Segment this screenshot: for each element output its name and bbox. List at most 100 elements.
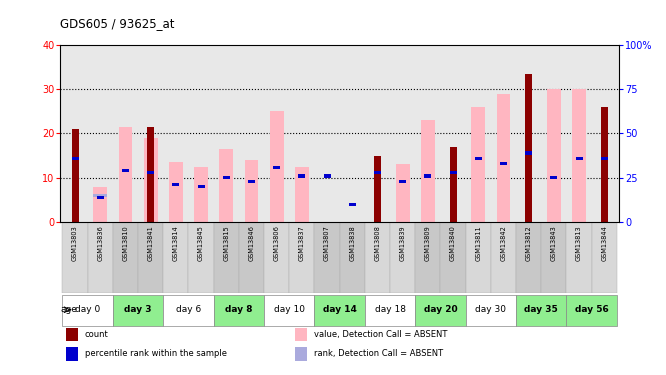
Bar (374, 156, 381, 222)
Bar (65, 347, 78, 361)
Bar (295, 166, 309, 222)
Text: GSM13813: GSM13813 (576, 225, 582, 261)
Bar (289, 222, 314, 293)
Text: GSM13843: GSM13843 (551, 225, 557, 261)
Bar (365, 294, 416, 326)
Text: GSM13815: GSM13815 (223, 225, 229, 261)
Text: GSM13806: GSM13806 (274, 225, 280, 261)
Bar (525, 152, 532, 154)
Text: GSM13811: GSM13811 (476, 225, 482, 261)
Bar (491, 222, 516, 293)
Bar (416, 294, 466, 326)
Bar (416, 222, 440, 293)
Text: GSM13846: GSM13846 (248, 225, 254, 261)
Bar (541, 222, 567, 293)
Bar (93, 194, 107, 197)
Bar (270, 111, 284, 222)
Bar (349, 203, 356, 206)
Bar (188, 222, 214, 293)
Bar (169, 162, 182, 222)
Text: GSM13809: GSM13809 (425, 225, 431, 261)
Bar (500, 162, 507, 165)
Bar (374, 171, 381, 174)
Bar (264, 222, 289, 293)
Bar (450, 171, 457, 174)
Bar (163, 294, 214, 326)
Text: GSM13841: GSM13841 (148, 225, 154, 261)
Bar (222, 176, 230, 179)
Bar (88, 222, 113, 293)
Text: GSM13845: GSM13845 (198, 225, 204, 261)
Bar (365, 222, 390, 293)
Bar (97, 196, 104, 199)
Text: rank, Detection Call = ABSENT: rank, Detection Call = ABSENT (314, 350, 443, 358)
Text: day 8: day 8 (225, 305, 252, 314)
Bar (219, 149, 233, 222)
Bar (198, 185, 204, 188)
Text: GSM13842: GSM13842 (500, 225, 506, 261)
Bar (314, 294, 365, 326)
Bar (567, 294, 617, 326)
Text: day 20: day 20 (424, 305, 458, 314)
Bar (273, 166, 280, 169)
Text: GSM13807: GSM13807 (324, 225, 330, 261)
Bar (516, 222, 541, 293)
Bar (421, 120, 435, 222)
Text: day 10: day 10 (274, 305, 305, 314)
Bar (147, 127, 155, 222)
Bar (591, 222, 617, 293)
Text: day 18: day 18 (374, 305, 406, 314)
Text: day 30: day 30 (476, 305, 506, 314)
Bar (244, 160, 258, 222)
Text: day 3: day 3 (125, 305, 152, 314)
Text: GSM13810: GSM13810 (123, 225, 129, 261)
Bar (264, 294, 314, 326)
Bar (340, 222, 365, 293)
Bar (396, 165, 410, 222)
Bar (550, 176, 557, 179)
Text: GSM13838: GSM13838 (349, 225, 355, 261)
Text: day 56: day 56 (575, 305, 609, 314)
Bar (113, 222, 138, 293)
Text: GSM13803: GSM13803 (72, 225, 78, 261)
Bar (295, 327, 307, 341)
Bar (525, 74, 532, 222)
Bar (466, 222, 491, 293)
Bar (93, 187, 107, 222)
Bar (295, 347, 307, 361)
Bar (390, 222, 416, 293)
Text: age: age (61, 305, 77, 314)
Bar (601, 107, 608, 222)
Bar (575, 157, 583, 160)
Text: day 0: day 0 (75, 305, 101, 314)
Bar (516, 294, 567, 326)
Text: GSM13812: GSM13812 (525, 225, 531, 261)
Bar (71, 129, 79, 222)
Bar (248, 180, 255, 183)
Bar (138, 222, 163, 293)
Bar (399, 180, 406, 183)
Bar (450, 147, 457, 222)
Bar (475, 157, 482, 160)
Text: GSM13836: GSM13836 (97, 225, 103, 261)
Bar (113, 294, 163, 326)
Bar (572, 89, 586, 222)
Bar (214, 294, 264, 326)
Text: day 35: day 35 (524, 305, 558, 314)
Bar (71, 157, 79, 160)
Bar (314, 222, 340, 293)
Bar (122, 169, 129, 172)
Text: percentile rank within the sample: percentile rank within the sample (85, 350, 226, 358)
Bar (163, 222, 188, 293)
Bar (298, 174, 306, 177)
Text: value, Detection Call = ABSENT: value, Detection Call = ABSENT (314, 330, 448, 339)
Bar (472, 107, 486, 222)
Text: GSM13844: GSM13844 (601, 225, 607, 261)
Bar (63, 222, 88, 293)
Bar (497, 94, 510, 222)
Text: GSM13839: GSM13839 (400, 225, 406, 261)
Bar (440, 222, 466, 293)
Bar (547, 89, 561, 222)
Text: GSM13808: GSM13808 (374, 225, 380, 261)
Bar (144, 138, 158, 222)
